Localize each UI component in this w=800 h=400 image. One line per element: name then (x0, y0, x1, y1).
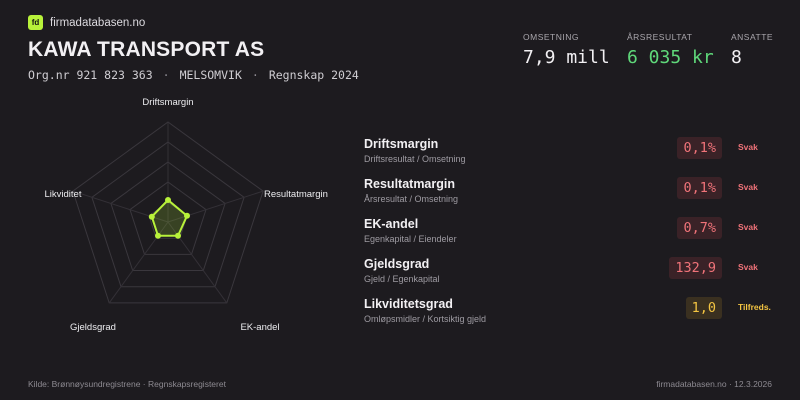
metric-status: Svak (738, 222, 758, 232)
footer-source: Kilde: Brønnøysundregistrene · Regnskaps… (28, 379, 226, 389)
metric-description: Egenkapital / Eiendeler (364, 234, 457, 244)
radar-grid-ring (91, 141, 245, 288)
stat-net-result: ÅRSRESULTAT 6 035 kr (627, 32, 714, 68)
metric-row: Driftsmargin Driftsresultat / Omsetning … (364, 137, 774, 175)
metric-value-badge: 132,9 (669, 257, 722, 279)
period: Regnskap 2024 (268, 68, 359, 82)
stat-value: 6 035 kr (627, 47, 714, 68)
metric-row: Resultatmargin Årsresultat / Omsetning 0… (364, 177, 774, 215)
metric-status: Tilfreds. (738, 302, 771, 312)
radar-point (175, 232, 181, 239)
radar-point (148, 213, 155, 220)
location: MELSOMVIK (179, 68, 242, 82)
org-number: Org.nr 921 823 363 (28, 68, 153, 82)
metric-value-badge: 0,1% (677, 137, 722, 159)
separator: · (162, 68, 170, 82)
metric-row: Gjeldsgrad Gjeld / Egenkapital 132,9 Sva… (364, 257, 774, 295)
radar-point (155, 232, 161, 239)
radar-chart: Driftsmargin Resultatmargin EK-andel Gje… (45, 97, 328, 333)
metric-name: Resultatmargin (364, 177, 455, 191)
brand-name: firmadatabasen.no (50, 16, 146, 29)
brand[interactable]: fd firmadatabasen.no (28, 15, 145, 30)
radar-axis-label: Resultatmargin (264, 189, 328, 200)
radar-axis-label: Gjeldsgrad (70, 322, 116, 333)
metric-row: EK-andel Egenkapital / Eiendeler 0,7% Sv… (364, 217, 774, 255)
brand-logo-icon: fd (28, 15, 43, 30)
metric-status: Svak (738, 142, 758, 152)
metric-value-badge: 0,7% (677, 217, 722, 239)
metric-name: Likviditetsgrad (364, 297, 453, 311)
stat-value: 8 (731, 47, 742, 68)
company-name: KAWA TRANSPORT AS (28, 38, 265, 61)
radar-spoke (167, 190, 264, 223)
metric-description: Driftsresultat / Omsetning (364, 154, 466, 164)
metric-name: Driftsmargin (364, 137, 439, 151)
metric-description: Gjeld / Egenkapital (364, 274, 440, 284)
radar-points (148, 197, 190, 239)
stat-revenue: OMSETNING 7,9 mill (523, 32, 610, 68)
radar-grid-ring (129, 181, 207, 255)
metric-value-badge: 0,1% (677, 177, 722, 199)
radar-grid-ring (72, 121, 264, 304)
radar-value-shape (150, 198, 189, 237)
radar-grid-ring (110, 161, 226, 271)
metric-row: Likviditetsgrad Omløpsmidler / Kortsikti… (364, 297, 774, 335)
radar-axis-label: Driftsmargin (142, 97, 193, 108)
stat-label: ÅRSRESULTAT (627, 32, 693, 42)
metric-description: Årsresultat / Omsetning (364, 194, 459, 204)
metric-value-badge: 1,0 (685, 297, 722, 319)
stat-label: ANSATTE (731, 32, 774, 42)
metric-status: Svak (738, 182, 758, 192)
metric-description: Omløpsmidler / Kortsiktig gjeld (364, 314, 487, 324)
company-subline: Org.nr 921 823 363 · MELSOMVIK · Regnska… (28, 68, 359, 82)
metric-name: EK-andel (364, 217, 419, 231)
stat-label: OMSETNING (523, 32, 579, 42)
stat-employees: ANSATTE 8 (731, 32, 773, 68)
radar-axis-label: EK-andel (240, 322, 279, 333)
metric-status: Svak (738, 262, 758, 272)
metric-name: Gjeldsgrad (364, 257, 430, 271)
stat-value: 7,9 mill (523, 47, 610, 68)
separator: · (251, 68, 259, 82)
radar-axis-label: Likviditet (45, 189, 82, 200)
radar-point (184, 212, 190, 219)
radar-point (165, 197, 171, 203)
footer-site[interactable]: firmadatabasen.no · 12.3.2026 (656, 379, 772, 389)
